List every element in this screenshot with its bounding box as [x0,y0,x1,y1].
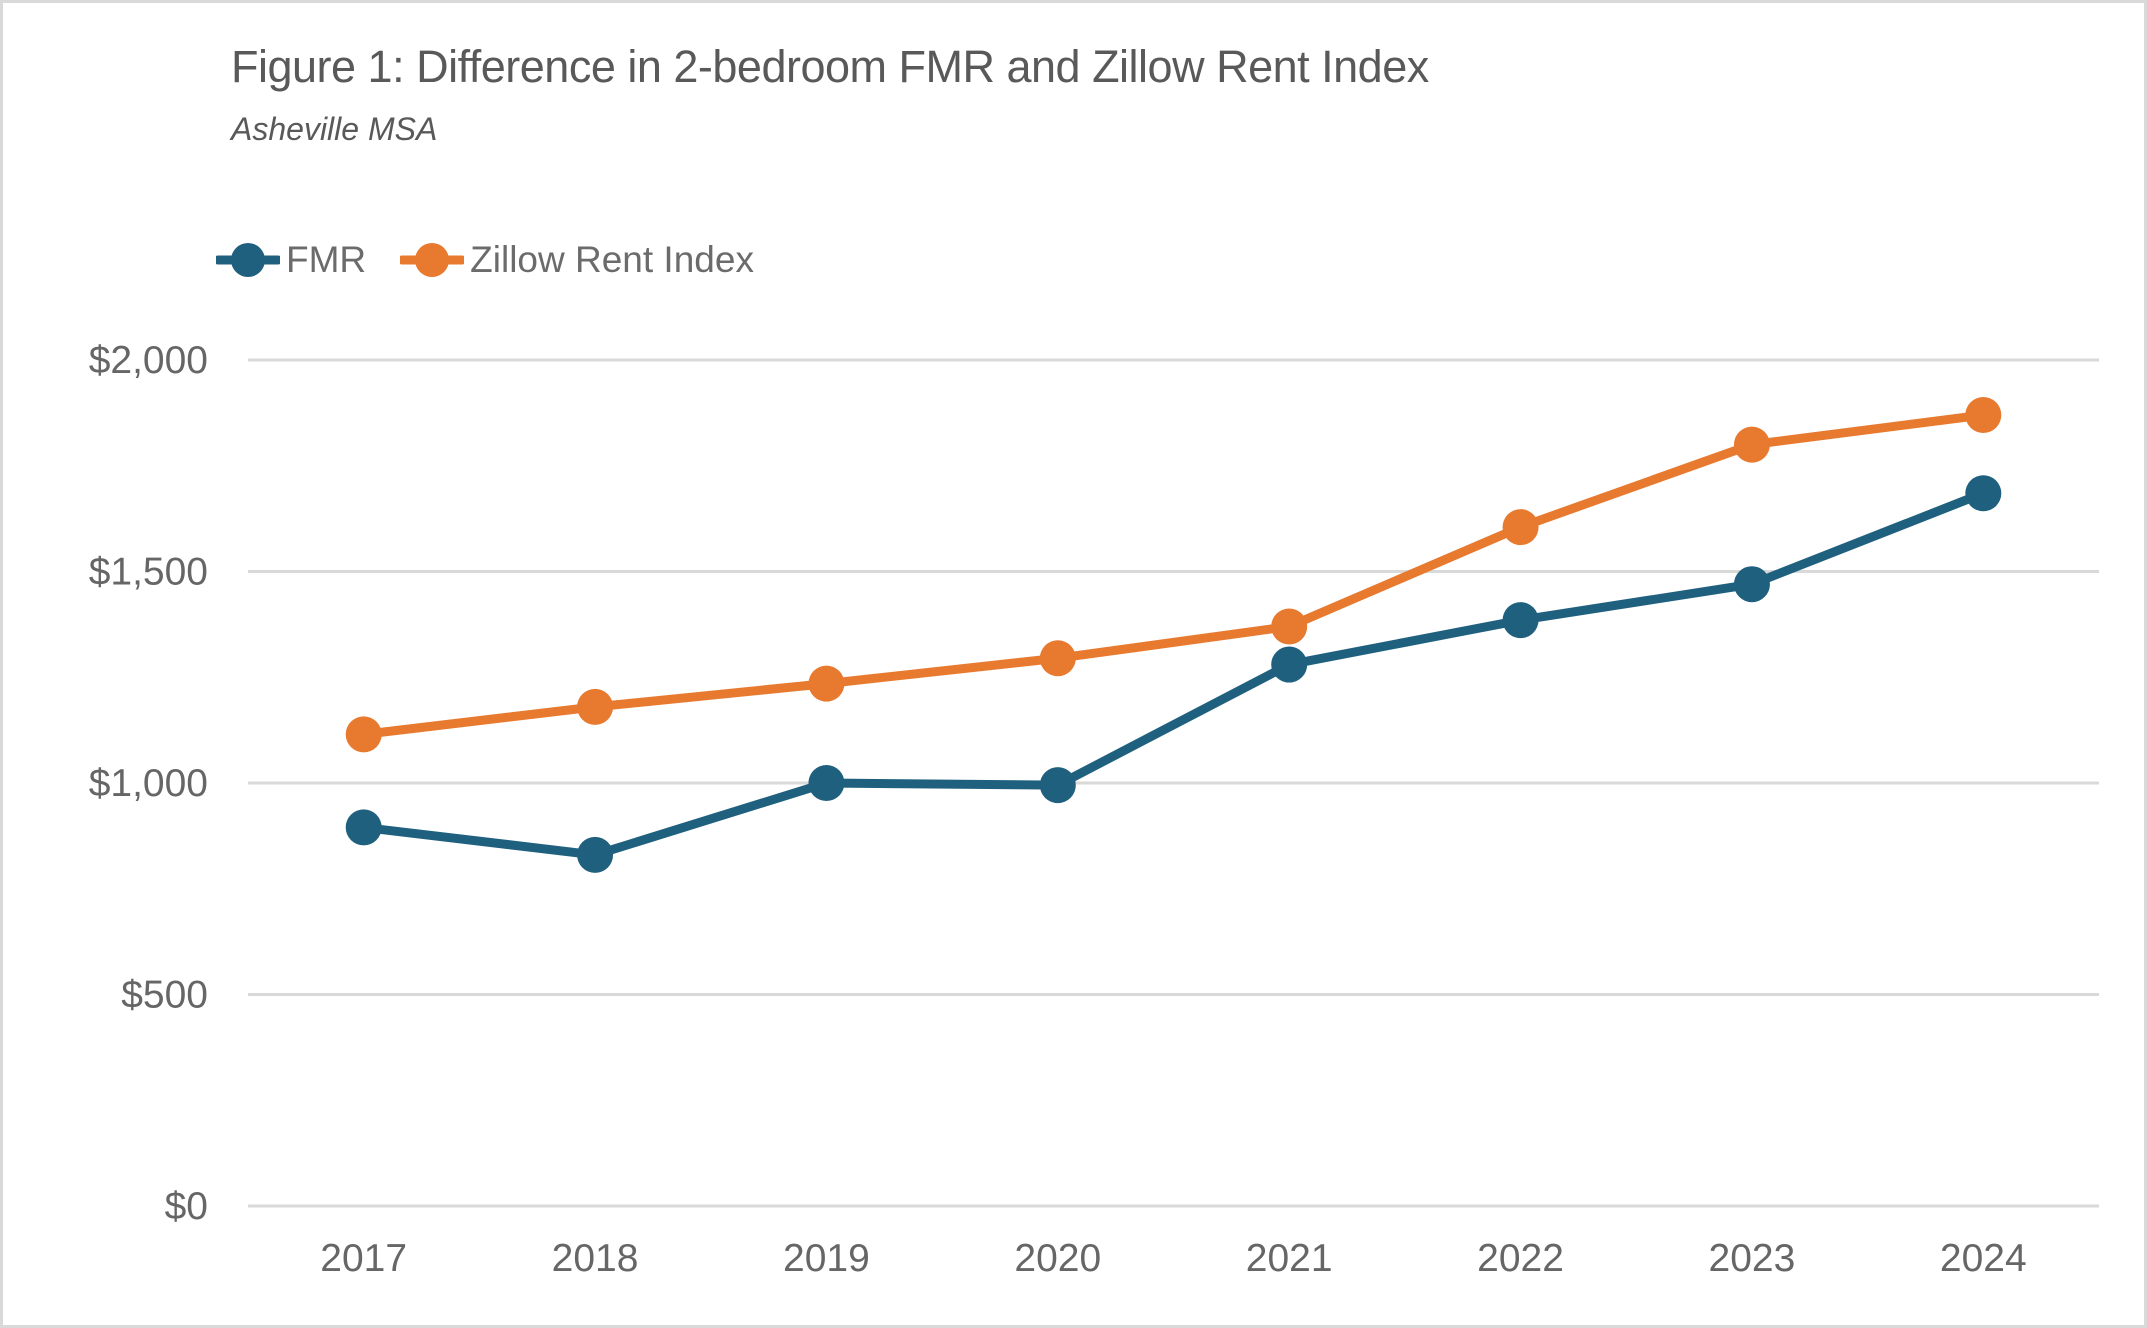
line-chart-plot: $0 $500 $1,000 $1,500 $2,000 2017 2018 2019 2020… [89,339,2099,1280]
zri-point [1271,608,1308,645]
zri-point [808,665,845,702]
fmr-point [577,836,614,873]
zri-point [1039,640,1076,677]
x-axis-tick-label: 2017 [320,1237,407,1280]
legend-label-zillow-rent-index: Zillow Rent Index [470,239,754,280]
chart-title: Figure 1: Difference in 2-bedroom FMR an… [231,41,1429,92]
x-axis-tick-label: 2021 [1246,1237,1333,1280]
chart-subtitle: Asheville MSA [231,111,438,147]
zri-line [359,410,1988,739]
zri-point [1733,426,1770,463]
fmr-line [359,488,1988,860]
zri-point [577,688,614,725]
fmr-point [1502,602,1539,639]
zri-point [345,716,382,753]
fmr-point [808,765,845,801]
fmr-point [345,809,382,846]
fmr-series-marker-icon [216,240,280,280]
fmr-point [1965,475,2002,512]
zri-point [1965,396,2002,433]
x-axis-tick-label: 2022 [1477,1237,1564,1280]
y-axis-tick-label: $0 [165,1185,208,1228]
zillow-series-marker-icon [400,240,465,280]
fmr-point [1039,767,1076,804]
x-axis-tick-label: 2018 [552,1237,639,1280]
x-axis-tick-label: 2024 [1940,1237,2027,1280]
legend-item-fmr: FMR [216,239,366,281]
x-axis-tick-label: 2023 [1709,1237,1796,1280]
y-axis-tick-label: $500 [121,974,208,1017]
fmr-point [1271,646,1308,683]
fmr-point [1733,566,1770,603]
legend: FMR Zillow Rent Index [216,239,754,281]
legend-item-zillow-rent-index: Zillow Rent Index [400,239,754,281]
zri-point [1502,509,1539,546]
y-axis-tick-label: $1,000 [89,762,208,805]
legend-label-fmr: FMR [286,239,367,280]
x-axis-tick-label: 2019 [783,1237,870,1280]
y-axis-tick-label: $2,000 [89,339,208,382]
x-axis-tick-label: 2020 [1014,1237,1101,1280]
y-axis-tick-label: $1,500 [89,551,208,594]
